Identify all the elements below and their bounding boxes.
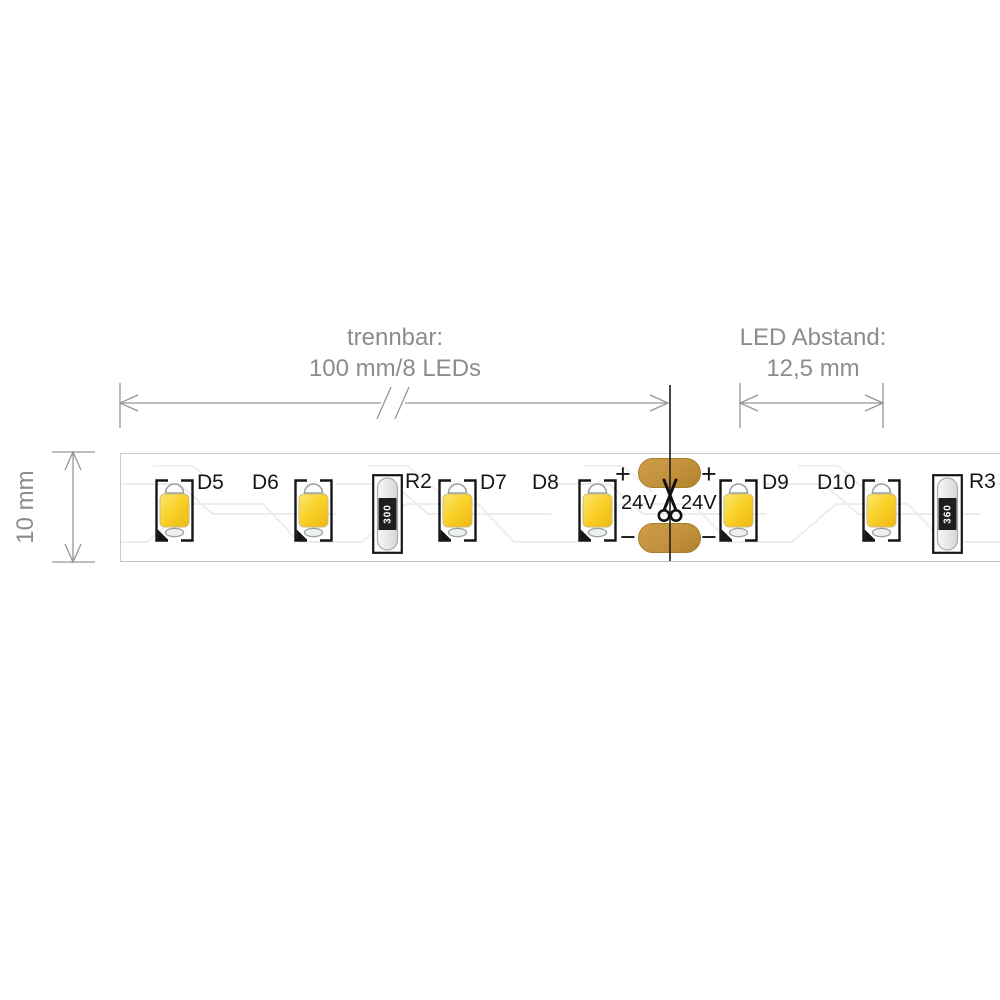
led-d5	[155, 479, 194, 542]
led-strip-body	[120, 453, 1000, 562]
led-d10	[862, 479, 901, 542]
label-d7: D7	[480, 471, 507, 494]
led-package-graphic	[294, 479, 333, 542]
resistor-value: 360	[942, 504, 953, 524]
separable-label-line2: 100 mm/8 LEDs	[308, 355, 482, 382]
resistor-value: 300	[382, 504, 393, 524]
led-spacing-label-line2: 12,5 mm	[766, 355, 860, 382]
led-package-graphic	[155, 479, 194, 542]
strip-width-label: 10 mm	[12, 470, 39, 544]
label-r3: R3	[969, 470, 996, 493]
resistor-graphic	[372, 474, 403, 554]
led-package-graphic	[578, 479, 617, 542]
minus-sign-right: −	[701, 522, 717, 552]
label-r2: R2	[405, 470, 432, 493]
plus-sign-left: +	[615, 459, 631, 489]
led-package-graphic	[438, 479, 477, 542]
led-package-graphic	[862, 479, 901, 542]
led-d6	[294, 479, 333, 542]
solder-pad-bottom	[638, 523, 701, 553]
minus-sign-left: −	[620, 522, 636, 552]
dimension-arrow-right	[649, 394, 670, 412]
separable-dimension-label: trennbar: 100 mm/8 LEDs	[245, 322, 545, 384]
led-d7	[438, 479, 477, 542]
led-d8	[578, 479, 617, 542]
led-package-graphic	[719, 479, 758, 542]
resistor-r2: 300	[372, 474, 403, 554]
led-spacing-ticks	[739, 383, 884, 428]
dimension-arrow-left	[118, 394, 139, 412]
strip-width-ticks	[52, 451, 95, 563]
line-break-symbol	[376, 386, 410, 420]
label-d8: D8	[532, 471, 559, 494]
strip-width-arrow-top	[64, 450, 82, 471]
label-d9: D9	[762, 471, 789, 494]
led-spacing-arrow-left	[738, 394, 759, 412]
led-spacing-dimension-label: LED Abstand: 12,5 mm	[663, 322, 963, 384]
strip-width-arrow-bottom	[64, 543, 82, 564]
voltage-label-right: 24V	[681, 492, 717, 514]
resistor-graphic	[932, 474, 963, 554]
pcb-trace-pattern	[121, 454, 1000, 561]
scissors-icon	[657, 478, 683, 522]
plus-sign-right: +	[701, 459, 717, 489]
led-spacing-label-line1: LED Abstand:	[739, 324, 887, 351]
led-spacing-arrow-right	[864, 394, 885, 412]
label-d6: D6	[252, 471, 279, 494]
label-d5: D5	[197, 471, 224, 494]
resistor-r3: 360	[932, 474, 963, 554]
led-d9	[719, 479, 758, 542]
label-d10: D10	[817, 471, 856, 494]
separable-label-line1: trennbar:	[346, 324, 444, 351]
voltage-label-left: 24V	[621, 492, 657, 514]
